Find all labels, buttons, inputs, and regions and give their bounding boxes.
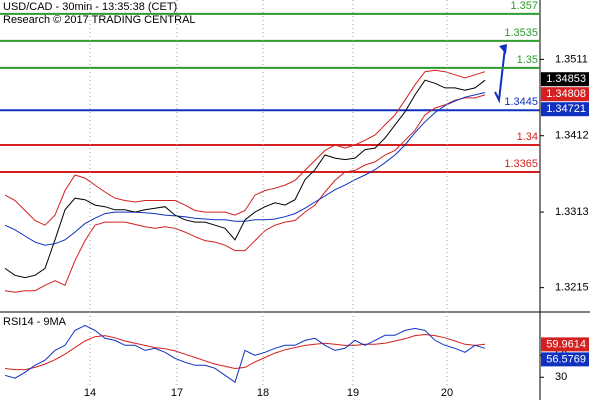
x-tick-label: 19 [347, 387, 359, 399]
x-tick-label: 18 [257, 387, 269, 399]
level-label: 1.3365 [504, 158, 538, 170]
forecast-arrowhead [499, 44, 507, 54]
price-box-label: 59.9614 [546, 338, 586, 350]
price-box-label: 1.34721 [546, 103, 586, 115]
chart-subtitle: Research © 2017 TRADING CENTRAL [3, 14, 196, 26]
price-box [541, 102, 589, 117]
x-tick-label: 14 [84, 387, 96, 399]
series-line [4, 79, 486, 279]
y-tick-label: 1.3215 [555, 282, 589, 294]
price-box-label: 1.34808 [546, 88, 586, 100]
y-tick-label: 1.3313 [555, 206, 589, 218]
y-tick-label: 30 [555, 371, 567, 383]
price-box-label: 1.34853 [546, 73, 586, 85]
series-line [4, 333, 486, 371]
level-label: 1.34 [517, 131, 538, 143]
level-label: 1.3535 [504, 27, 538, 39]
series-line [4, 94, 486, 293]
x-tick-label: 20 [441, 387, 453, 399]
rsi-title: RSI14 - 9MA [3, 316, 67, 328]
level-label: 1.357 [510, 0, 538, 12]
series-line [4, 69, 486, 226]
price-box [541, 337, 589, 352]
level-label: 1.3445 [504, 96, 538, 108]
y-tick-label: 1.3511 [555, 53, 588, 65]
level-label: 1.35 [517, 54, 538, 66]
x-tick-label: 17 [171, 387, 183, 399]
series-line [4, 324, 486, 383]
series-line [4, 92, 486, 246]
price-box-label: 56.5769 [546, 353, 586, 365]
forecast-arrow [494, 47, 506, 104]
price-box [541, 87, 589, 102]
price-box [541, 72, 589, 87]
price-box [541, 352, 589, 367]
chart-title: USD/CAD - 30min - 13:35:38 (CET) [3, 1, 177, 13]
y-tick-label: 1.3412 [555, 130, 589, 142]
